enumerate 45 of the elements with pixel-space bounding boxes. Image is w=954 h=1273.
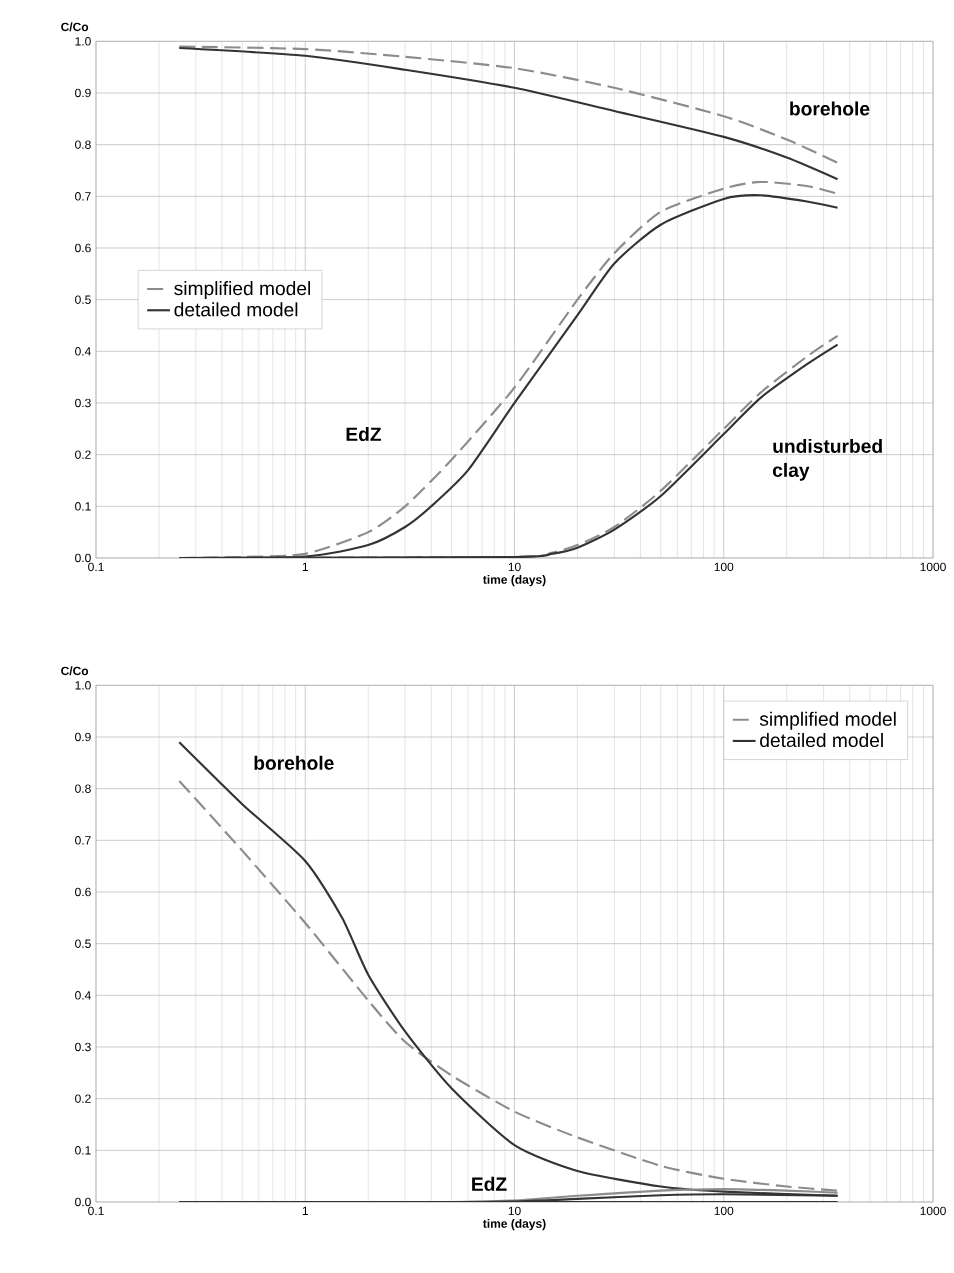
y-tick-label: 0.2 [75, 1094, 91, 1103]
x-tick-label: 0.1 [88, 562, 104, 572]
x-tick-label: 10 [508, 562, 521, 572]
x-axis-title: time (days) [482, 1219, 546, 1231]
y-tick-label: 1.0 [75, 681, 91, 690]
annotation: EdZ [346, 426, 382, 442]
y-tick-label: 0.1 [75, 1146, 91, 1155]
y-tick-label: 0.7 [75, 836, 91, 845]
y-tick-label: 0.6 [75, 243, 91, 253]
y-tick-label: 0.3 [75, 398, 91, 408]
x-tick-label: 0.1 [88, 1206, 104, 1216]
y-tick-label: 0.4 [75, 991, 91, 1000]
annotation: borehole [790, 101, 870, 116]
y-tick-label: 0.8 [75, 140, 91, 149]
x-axis-title: time (days) [482, 575, 546, 587]
y-tick-label: 0.0 [75, 1197, 91, 1207]
legend-label: detailed model [174, 302, 298, 317]
y-tick-label: 0.6 [75, 887, 91, 897]
y-tick-label: 0.8 [75, 784, 91, 793]
x-tick-label: 1 [302, 562, 308, 571]
y-axis-title: C/Co [61, 666, 89, 676]
y-tick-label: 0.2 [75, 450, 91, 459]
x-tick-label: 100 [714, 562, 734, 572]
legend-label: detailed model [760, 733, 883, 748]
annotation: EdZ [472, 1176, 507, 1191]
y-tick-label: 0.9 [75, 88, 91, 98]
x-tick-label: 1000 [920, 1206, 946, 1216]
x-tick-label: 10 [508, 1206, 521, 1216]
legend-label: simplified model [174, 281, 311, 299]
legend-label: simplified model [759, 711, 896, 730]
y-axis-title: C/Co [61, 22, 89, 32]
y-tick-label: 0.1 [75, 502, 91, 511]
annotation: borehole [254, 755, 334, 770]
y-tick-label: 0.9 [75, 732, 91, 742]
y-tick-label: 0.5 [75, 939, 91, 948]
y-tick-label: 0.3 [75, 1042, 91, 1052]
x-tick-label: 100 [714, 1206, 734, 1216]
y-tick-label: 0.5 [75, 295, 91, 304]
x-tick-label: 1 [302, 1206, 308, 1215]
y-tick-label: 1.0 [75, 37, 91, 46]
y-tick-label: 0.7 [75, 192, 91, 201]
y-tick-label: 0.0 [75, 553, 91, 563]
x-tick-label: 1000 [920, 562, 946, 572]
annotation: undisturbed clay [772, 438, 882, 481]
y-tick-label: 0.4 [75, 347, 91, 356]
